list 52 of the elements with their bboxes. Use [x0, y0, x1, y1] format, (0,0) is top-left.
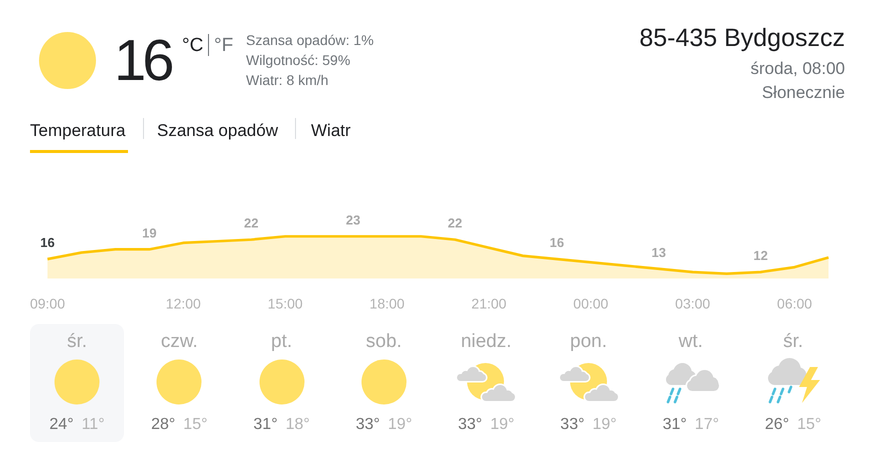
x-tick-label: 12:00	[166, 296, 202, 312]
category-label: pt.	[271, 331, 292, 352]
x-tick-label: 03:00	[675, 296, 710, 312]
category-label: niedz.	[460, 331, 512, 352]
category-label: wt.	[678, 331, 703, 352]
data-label: 23	[346, 212, 360, 228]
text: 31°	[253, 416, 278, 432]
text: 85-435 Bydgoszcz	[639, 24, 845, 52]
text: 15°	[797, 416, 822, 432]
text: 18°	[286, 416, 310, 432]
text: Słonecznie	[762, 83, 845, 102]
text: 28°	[151, 416, 176, 432]
data-label: 19	[142, 225, 157, 240]
text: 17°	[694, 416, 719, 432]
x-tick-label: 00:00	[573, 296, 609, 312]
text: Wilgotność: 59%	[246, 52, 350, 68]
text: 26°	[764, 416, 790, 432]
x-tick-label: 06:00	[777, 296, 812, 312]
text: 19°	[490, 416, 514, 432]
data-label: 13	[652, 244, 666, 260]
text: Wiatr	[311, 121, 351, 140]
text: 11°	[82, 416, 105, 432]
text: Wiatr: 8 km/h	[246, 72, 328, 88]
text: 19°	[388, 416, 412, 432]
x-tick-label: 18:00	[370, 296, 405, 312]
chart-title: Temperatura	[30, 121, 126, 140]
x-tick-label: 15:00	[268, 296, 303, 312]
category-label: sob.	[366, 331, 402, 352]
text: 31°	[662, 416, 687, 432]
category-label: śr.	[783, 331, 804, 352]
x-tick-label: 09:00	[30, 296, 66, 312]
text: 16	[114, 28, 171, 93]
text: °C	[182, 35, 204, 56]
text: 33°	[356, 416, 380, 432]
text: Szansa opadów	[157, 121, 278, 140]
category-label: pon.	[570, 331, 607, 352]
category-label: śr.	[66, 331, 88, 352]
text: 33°	[458, 416, 482, 432]
data-label: 16	[550, 235, 564, 250]
text: °F	[214, 35, 234, 56]
text: 19°	[592, 416, 617, 432]
text: 24°	[49, 416, 74, 432]
text: 33°	[560, 416, 584, 432]
data-label: 16	[40, 235, 55, 250]
text: 15°	[183, 416, 208, 432]
text: środa, 08:00	[750, 59, 845, 78]
data-label: 22	[448, 216, 462, 231]
text: Szansa opadów: 1%	[246, 32, 374, 48]
data-label: 22	[244, 216, 258, 231]
x-tick-label: 21:00	[471, 296, 507, 312]
category-label: czw.	[160, 331, 198, 352]
data-label: 12	[753, 248, 768, 264]
